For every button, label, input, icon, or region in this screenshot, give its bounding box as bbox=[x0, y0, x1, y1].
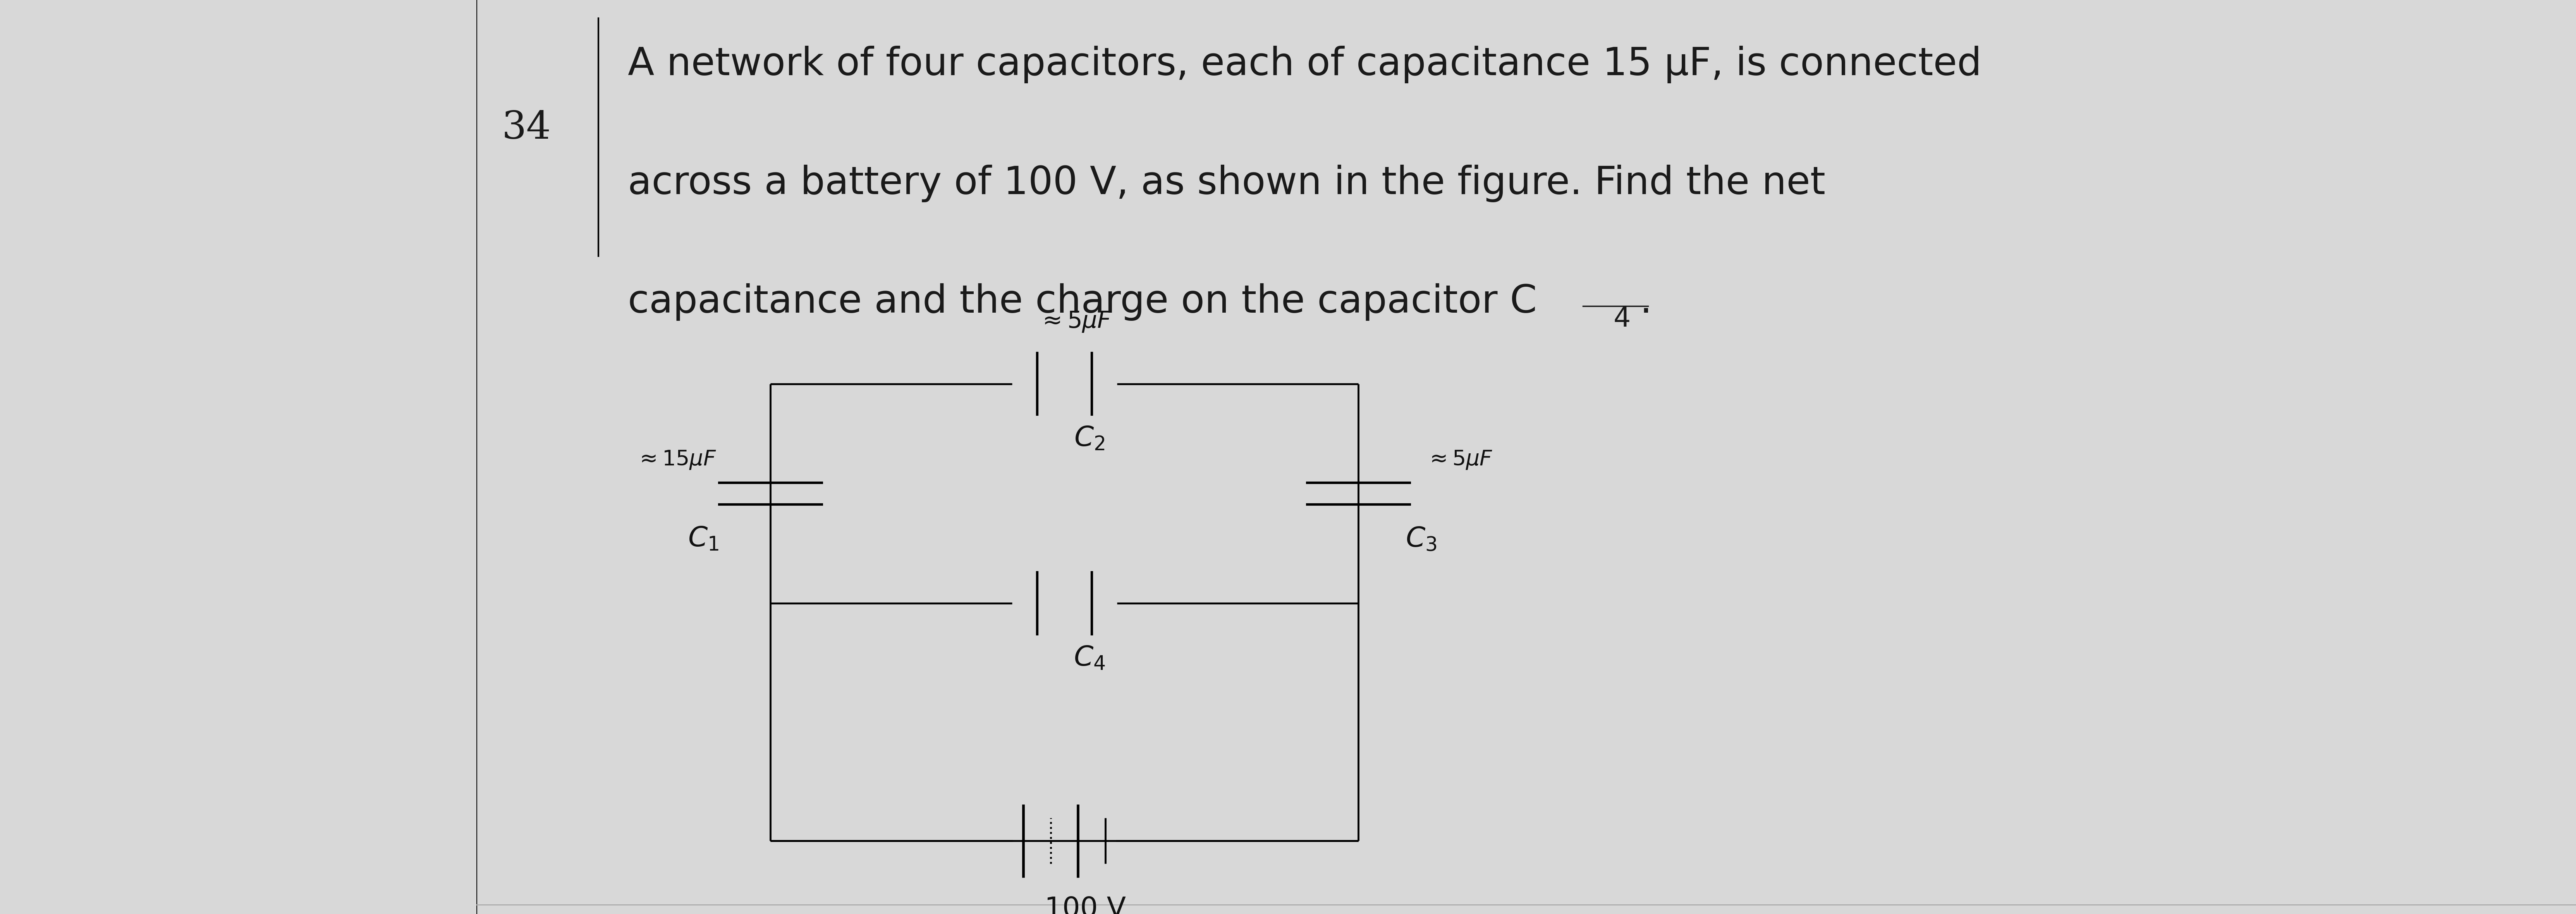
Text: A network of four capacitors, each of capacitance 15 μF, is connected: A network of four capacitors, each of ca… bbox=[629, 46, 1981, 83]
Text: capacitance and the charge on the capacitor C: capacitance and the charge on the capaci… bbox=[629, 283, 1538, 321]
Text: $\approx 5\mu F$: $\approx 5\mu F$ bbox=[1425, 449, 1492, 471]
Text: $\approx 15\mu F$: $\approx 15\mu F$ bbox=[636, 449, 716, 471]
Text: .: . bbox=[1641, 283, 1651, 321]
Text: $C_3$: $C_3$ bbox=[1406, 526, 1437, 552]
Text: 4: 4 bbox=[1613, 306, 1631, 332]
Text: 34: 34 bbox=[502, 110, 551, 147]
Text: $\approx 5\mu F$: $\approx 5\mu F$ bbox=[1038, 310, 1113, 334]
Text: 100 V: 100 V bbox=[1046, 896, 1126, 914]
Text: $C_2$: $C_2$ bbox=[1074, 425, 1105, 452]
Text: across a battery of 100 V, as shown in the figure. Find the net: across a battery of 100 V, as shown in t… bbox=[629, 165, 1826, 202]
Text: $C_1$: $C_1$ bbox=[688, 526, 719, 552]
Text: $C_4$: $C_4$ bbox=[1074, 644, 1105, 671]
